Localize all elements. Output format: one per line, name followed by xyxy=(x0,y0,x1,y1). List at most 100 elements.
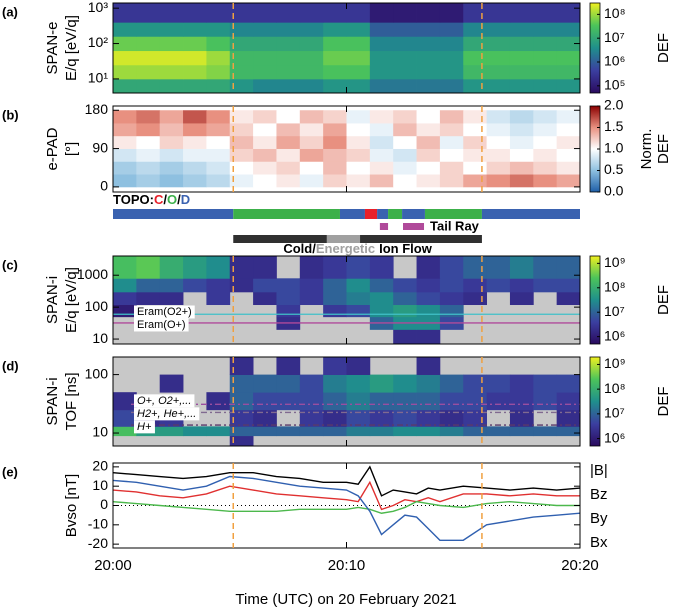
heatmap-cell xyxy=(556,426,580,437)
heatmap-cell xyxy=(369,161,394,175)
heatmap-cell xyxy=(229,357,254,375)
heatmap-cell xyxy=(253,374,277,393)
heatmap-cell xyxy=(533,110,558,124)
heatmap-cell xyxy=(113,135,137,149)
topology-title: TOPO: xyxy=(113,192,154,207)
heatmap-cell xyxy=(533,174,558,188)
reference-label-box xyxy=(134,394,195,408)
heatmap-cell xyxy=(439,110,464,124)
heatmap-cell xyxy=(463,36,487,52)
heatmap-cell xyxy=(369,148,394,162)
heatmap-cell xyxy=(346,374,371,393)
ion-flow-segment xyxy=(326,235,361,243)
y-tick-label: -20 xyxy=(88,535,108,551)
heatmap-cell xyxy=(509,409,534,427)
reference-label-box xyxy=(134,407,200,421)
heatmap-cell xyxy=(113,291,137,306)
heatmap-cell xyxy=(346,392,371,411)
heatmap-cell xyxy=(323,78,347,93)
heatmap-cell xyxy=(416,174,441,188)
colorbar-title: DEF xyxy=(655,33,672,63)
heatmap-cell xyxy=(486,256,511,279)
heatmap-cell xyxy=(253,22,277,37)
reference-label: Eram(O+) xyxy=(137,319,186,331)
heatmap-cell xyxy=(229,161,254,175)
topology-segment xyxy=(402,209,425,219)
heatmap-cell xyxy=(229,123,254,137)
heatmap-cell xyxy=(509,36,534,52)
colorbar-tick-label: 1.5 xyxy=(604,118,624,134)
heatmap-cell xyxy=(299,3,324,23)
y-tick-label: 10 xyxy=(92,330,108,346)
heatmap-cell xyxy=(299,36,324,52)
heatmap-cell xyxy=(369,426,394,437)
y-tick-label: 0 xyxy=(100,178,108,194)
topology-label: TOPO:C/O/D xyxy=(113,192,190,207)
heatmap-cell xyxy=(183,36,207,52)
heatmap-cell xyxy=(416,329,441,344)
heatmap-cell xyxy=(183,426,207,437)
heatmap-cell xyxy=(463,110,487,124)
panel-label: (a) xyxy=(2,4,18,19)
heatmap-cell xyxy=(463,22,487,37)
heatmap-cell xyxy=(276,123,301,137)
heatmap-cell xyxy=(183,110,207,124)
heatmap-cell xyxy=(416,110,441,124)
heatmap-cell xyxy=(393,36,417,52)
heatmap-cell xyxy=(253,110,277,124)
heatmap-cell xyxy=(393,291,417,306)
y-axis-title: Bvso [nT] xyxy=(63,474,80,537)
heatmap-cell xyxy=(416,374,441,393)
heatmap-cell xyxy=(299,161,324,175)
heatmap-cell xyxy=(159,3,184,23)
heatmap-cell xyxy=(463,3,487,23)
heatmap-cell xyxy=(113,78,137,93)
heatmap-cell xyxy=(113,123,137,137)
heatmap-cell xyxy=(253,392,277,411)
heatmap-cell xyxy=(369,3,394,23)
heatmap-cell xyxy=(509,278,534,293)
heatmap-cell xyxy=(183,135,207,149)
heatmap-cell xyxy=(416,123,441,137)
heatmap-cell xyxy=(369,50,394,66)
y-tick-label: 20 xyxy=(92,458,108,474)
heatmap-cell xyxy=(533,426,558,437)
heatmap-cell xyxy=(393,64,417,80)
heatmap-cell xyxy=(369,304,394,318)
heatmap-cell xyxy=(393,135,417,149)
heatmap-cell xyxy=(206,78,231,93)
y-tick-label: 10² xyxy=(88,34,109,50)
x-tick-label: 20:00 xyxy=(94,557,132,574)
heatmap-cell xyxy=(229,256,254,279)
heatmap-cell xyxy=(346,278,371,293)
heatmap-cell xyxy=(486,278,511,293)
topology-segment xyxy=(339,209,365,219)
heatmap-cell xyxy=(416,409,441,427)
heatmap-cell xyxy=(113,64,137,80)
heatmap-cell xyxy=(183,3,207,23)
colorbar-tick-label: 10⁸ xyxy=(604,380,626,396)
heatmap-cell xyxy=(533,3,558,23)
y-tick-label: 1000 xyxy=(77,266,108,282)
y-axis-title: SPAN-i xyxy=(44,276,61,324)
heatmap-cell xyxy=(323,278,347,293)
colorbar-tick-label: 10⁸ xyxy=(604,278,626,294)
heatmap-cell xyxy=(439,174,464,188)
heatmap-cell xyxy=(136,256,161,279)
heatmap-cell xyxy=(556,392,580,411)
heatmap-cell xyxy=(113,36,137,52)
heatmap-cell xyxy=(159,426,184,437)
heatmap-cell xyxy=(346,123,371,137)
colorbar-tick-label: 10⁶ xyxy=(604,53,625,69)
heatmap-cell xyxy=(393,174,417,188)
heatmap-cell xyxy=(556,161,580,175)
heatmap-cell xyxy=(159,135,184,149)
ion-flow-suffix: Ion Flow xyxy=(379,241,433,256)
heatmap-cell xyxy=(276,50,301,66)
heatmap-cell xyxy=(229,135,254,149)
ion-flow-label: Cold/Energetic Ion Flow xyxy=(283,241,432,256)
heatmap-cell xyxy=(206,36,231,52)
heatmap-cell xyxy=(253,64,277,80)
heatmap-cell xyxy=(299,392,324,411)
heatmap-cell xyxy=(183,123,207,137)
